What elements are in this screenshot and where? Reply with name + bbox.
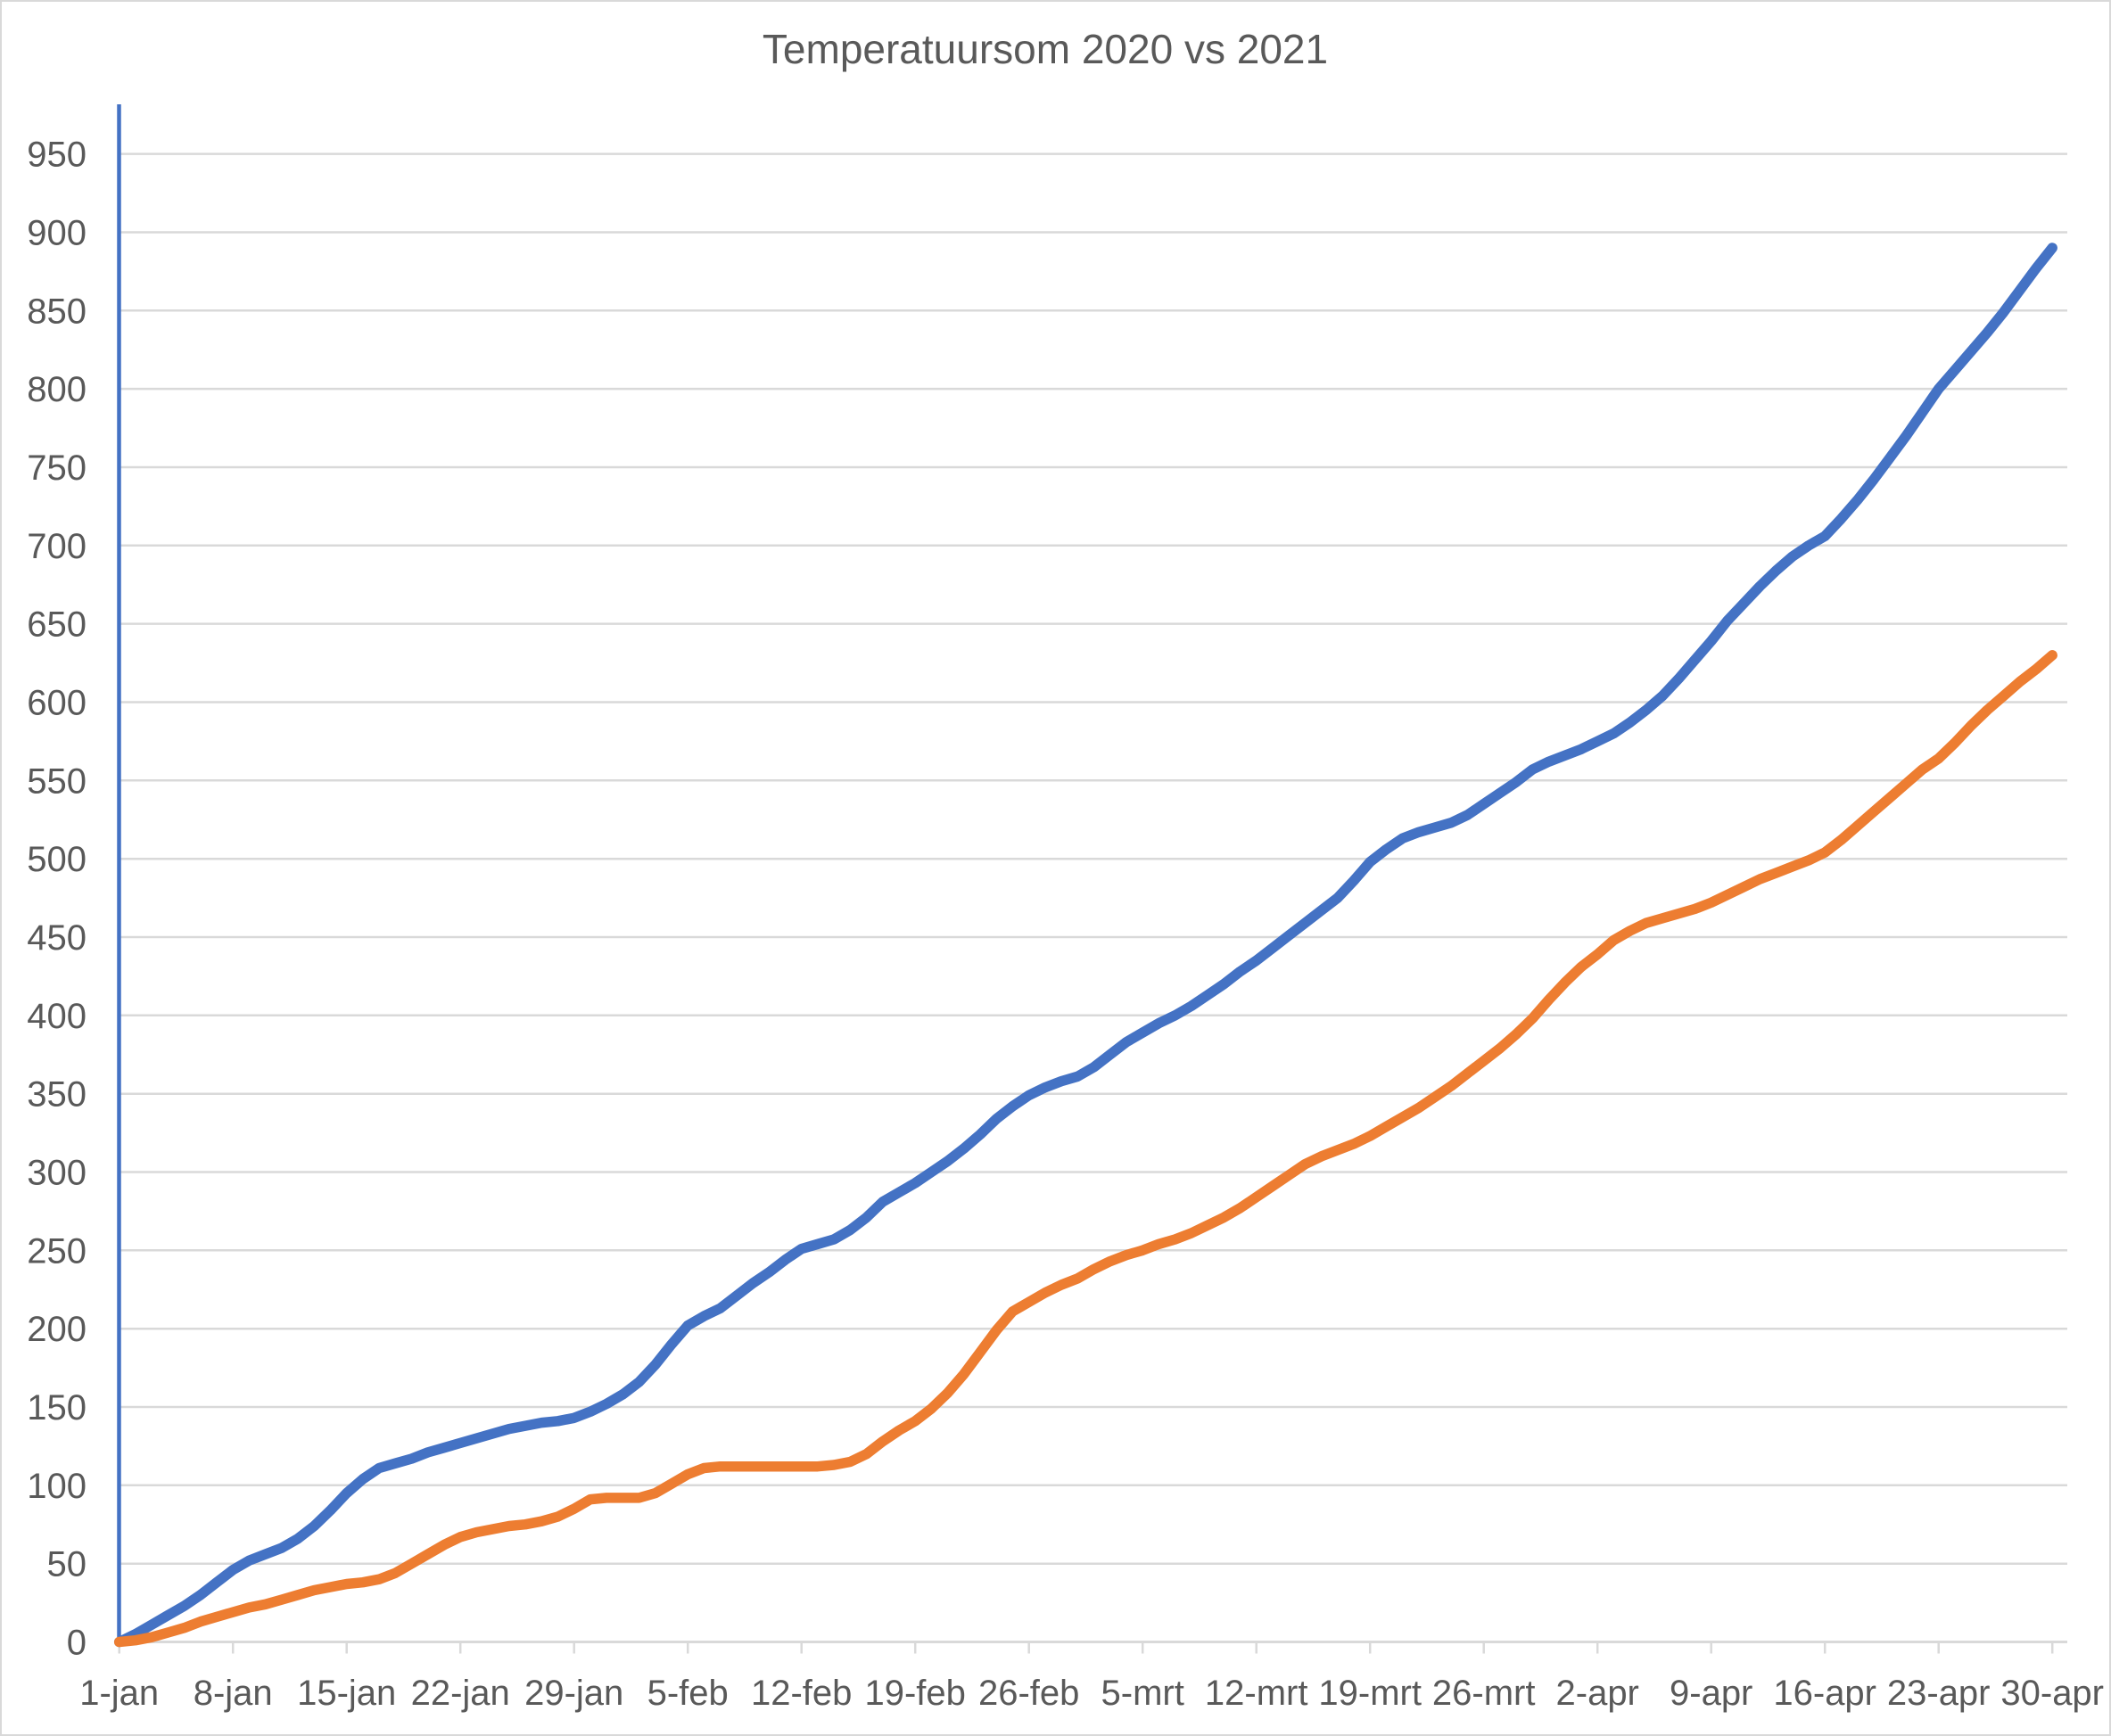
y-axis-label: 450 [27,918,87,958]
y-axis-label: 400 [27,997,87,1036]
y-axis-label: 950 [27,136,87,175]
y-axis-label: 650 [27,605,87,645]
x-axis-label: 1-jan [79,1674,159,1713]
y-axis-label: 250 [27,1231,87,1271]
y-axis-label: 550 [27,761,87,801]
x-axis-label: 23-apr [1887,1674,1991,1713]
y-axis-label: 350 [27,1075,87,1115]
x-axis-label: 8-jan [194,1674,273,1713]
y-axis-label: 150 [27,1388,87,1427]
y-axis-label: 200 [27,1310,87,1349]
x-axis-label: 30-apr [2000,1674,2104,1713]
x-axis-label: 9-apr [1670,1674,1752,1713]
x-axis-label: 19-feb [864,1674,965,1713]
y-axis-label: 850 [27,292,87,331]
x-axis-label: 26-feb [978,1674,1079,1713]
x-axis-label: 12-feb [751,1674,852,1713]
y-axis-label: 100 [27,1467,87,1506]
x-axis-label: 5-mrt [1101,1674,1184,1713]
x-axis-label: 15-jan [297,1674,396,1713]
x-axis-label: 12-mrt [1205,1674,1308,1713]
y-axis-label: 800 [27,370,87,409]
y-axis-label: 600 [27,684,87,723]
x-axis-label: 29-jan [524,1674,623,1713]
y-axis-label: 0 [67,1624,87,1663]
y-axis-label: 300 [27,1154,87,1193]
series-line-2020 [113,243,2057,1648]
y-axis-label: 50 [47,1545,87,1584]
x-axis-label: 16-apr [1773,1674,1876,1713]
x-axis-label: 26-mrt [1432,1674,1536,1713]
series-line-2021 [113,650,2057,1648]
x-axis-label: 22-jan [411,1674,510,1713]
x-axis-label: 2-apr [1556,1674,1639,1713]
chart-title: Temperatuursom 2020 vs 2021 [762,26,1329,72]
x-axis-label: 19-mrt [1318,1674,1422,1713]
y-axis-label: 500 [27,840,87,879]
y-axis-label: 750 [27,448,87,488]
y-axis-label: 700 [27,527,87,566]
x-axis-label: 5-feb [647,1674,729,1713]
y-axis-label: 900 [27,214,87,253]
